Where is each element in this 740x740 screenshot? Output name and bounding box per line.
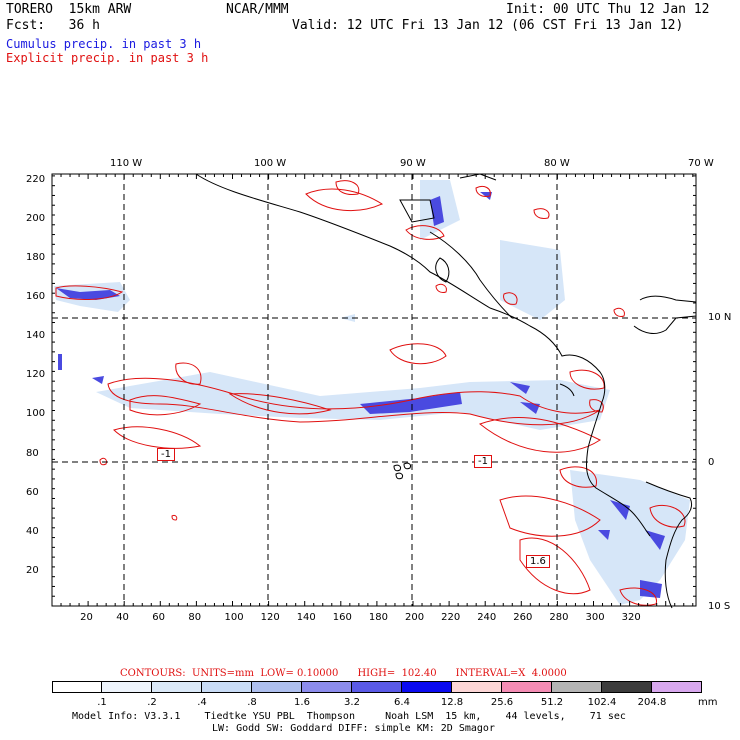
y-tick-label: 100 [26,408,46,420]
x-tick-label: 60 [152,612,166,623]
color-scale-value: 12.8 [440,697,464,708]
x-tick-label: 280 [549,612,569,623]
color-swatch [602,681,652,693]
color-swatch [552,681,602,693]
lat-label: 10 S [708,601,731,612]
y-tick-label: 20 [26,564,39,576]
contour-info: CONTOURS: UNITS=mm LOW= 0.10000 HIGH= 10… [120,668,567,679]
x-tick-label: 100 [224,612,244,623]
y-tick-label: 220 [26,173,46,185]
cumulus-legend-text: Cumulus precip. in past 3 h [6,37,202,51]
center-name: NCAR/MMM [226,2,289,17]
color-swatch [402,681,452,693]
x-tick-label: 140 [296,612,316,623]
y-tick-label: 180 [26,252,46,263]
color-scale-unit: mm [698,697,718,708]
color-swatch [52,681,102,693]
lon-label: 110 W [110,158,143,169]
x-tick-label: 40 [116,612,129,623]
color-swatch [252,681,302,693]
contour-label: -1 [474,455,492,468]
lon-label: 90 W [400,158,426,169]
contour-label: 1.6 [526,555,550,568]
color-scale-value: 1.6 [294,697,310,708]
y-tick-label: 80 [26,447,39,459]
lon-label: 100 W [254,158,287,169]
lat-label: 0 [708,457,715,468]
model-info-line1: Model Info: V3.3.1 Tiedtke YSU PBL Thomp… [72,711,626,722]
color-scale-value: .4 [197,697,207,708]
x-tick-label: 180 [368,612,388,623]
color-swatch [452,681,502,693]
color-scale-value: 3.2 [344,697,360,708]
color-scale-value: 51.2 [540,697,564,708]
color-swatch [102,681,152,693]
map-frame [51,173,697,607]
lon-label: 80 W [544,158,570,169]
color-swatch [652,681,702,693]
y-tick-label: 160 [26,291,46,303]
contour-label: -1 [157,448,175,461]
color-scale-value: 102.4 [587,697,617,708]
y-tick-label: 40 [26,525,39,537]
forecast-hour: Fcst: 36 h [6,18,100,33]
axis-ticks [51,174,696,607]
lon-label: 70 W [688,158,714,169]
y-tick-label: 140 [26,330,46,342]
model-info-line2: LW: Godd SW: Goddard DIFF: simple KM: 2D… [212,723,495,734]
cumulus-precip [56,192,665,598]
valid-time: Valid: 12 UTC Fri 13 Jan 12 (06 CST Fri … [292,18,684,33]
x-tick-label: 20 [80,612,93,623]
x-tick-label: 320 [621,612,641,623]
x-tick-label: 200 [405,612,425,623]
color-swatch [502,681,552,693]
color-swatch [352,681,402,693]
color-scale-value: .8 [247,697,257,708]
lat-label: 10 N [708,312,732,323]
x-tick-label: 120 [260,612,280,623]
x-tick-label: 240 [477,612,497,623]
explicit-legend-text: Explicit precip. in past 3 h [6,51,209,65]
init-time: Init: 00 UTC Thu 12 Jan 12 [506,2,710,17]
y-tick-label: 200 [26,212,46,224]
x-tick-label: 300 [585,612,605,623]
x-tick-label: 160 [332,612,352,623]
color-scale-value: 204.8 [637,697,667,708]
y-tick-label: 120 [26,369,46,381]
color-scale-value: 6.4 [394,697,410,708]
color-swatch [202,681,252,693]
x-tick-label: 260 [513,612,533,623]
color-swatch [152,681,202,693]
model-title: TORERO 15km ARW [6,2,132,17]
color-scale-value: .1 [97,697,107,708]
latlon-grid [52,174,696,606]
y-tick-label: 60 [26,486,39,498]
precip-shading [54,180,690,605]
color-swatch [302,681,352,693]
color-scale-value: 25.6 [490,697,514,708]
x-tick-label: 80 [188,612,202,623]
x-tick-label: 220 [441,612,461,623]
color-scale-value: .2 [147,697,157,708]
